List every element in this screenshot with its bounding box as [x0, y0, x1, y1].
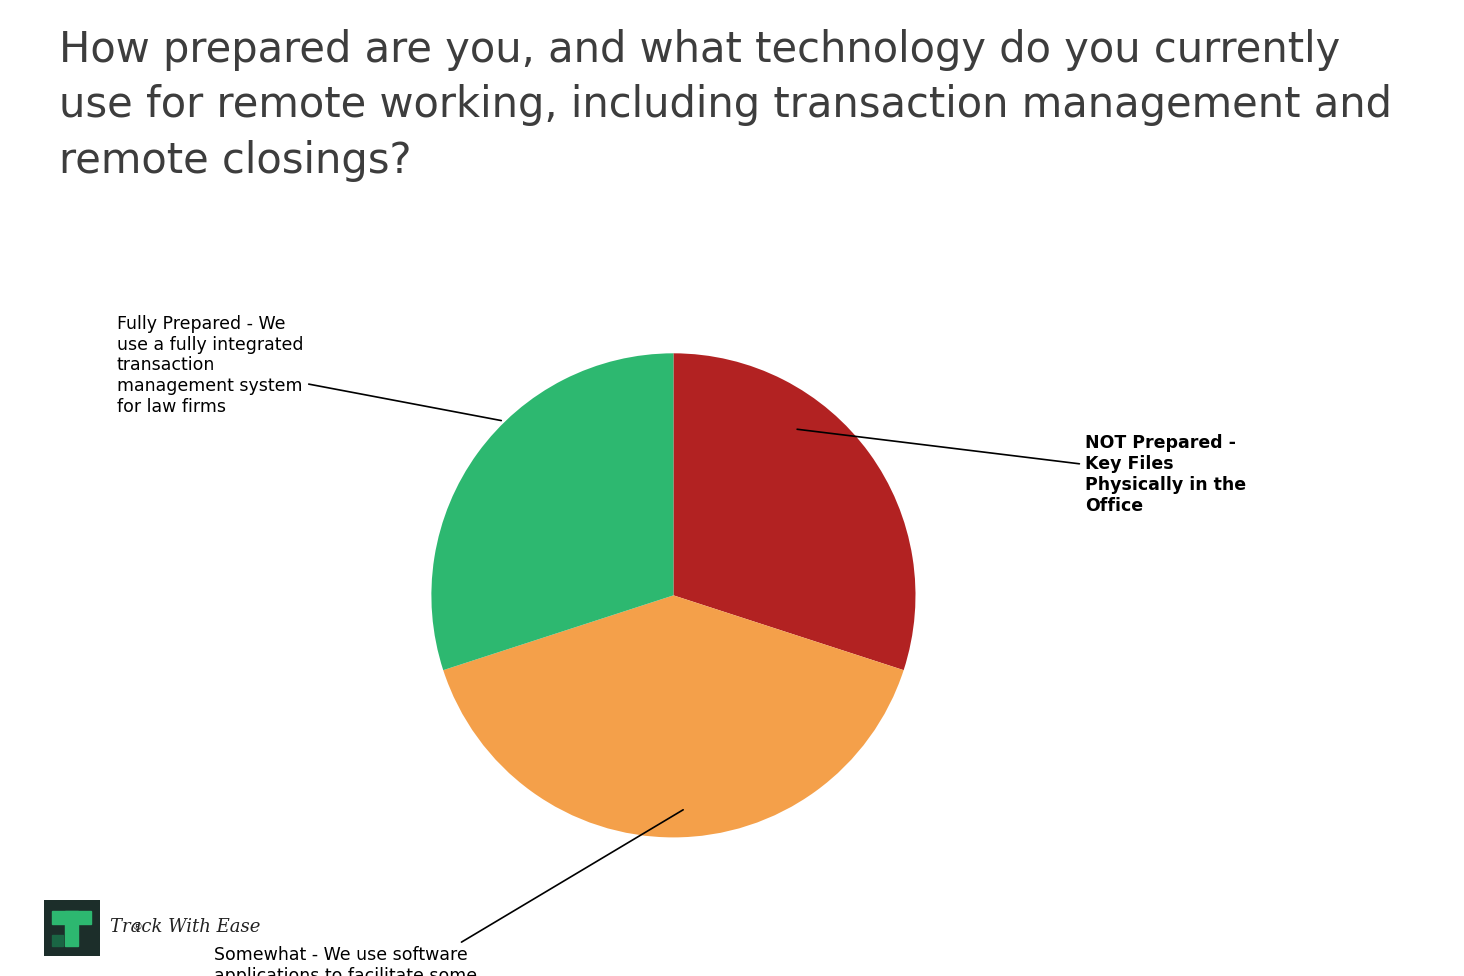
Bar: [53, 912, 91, 923]
Wedge shape: [673, 353, 915, 671]
Text: Track With Ease: Track With Ease: [110, 918, 261, 936]
Wedge shape: [432, 353, 673, 671]
FancyBboxPatch shape: [40, 895, 104, 961]
Wedge shape: [444, 595, 903, 837]
Text: Fully Prepared - We
use a fully integrated
transaction
management system
for law: Fully Prepared - We use a fully integrat…: [117, 315, 501, 421]
Bar: [53, 935, 63, 947]
Text: How prepared are you, and what technology do you currently
use for remote workin: How prepared are you, and what technolog…: [59, 29, 1392, 182]
Text: Somewhat - We use software
applications to facilitate some
remote working, but t: Somewhat - We use software applications …: [214, 810, 684, 976]
Text: NOT Prepared -
Key Files
Physically in the
Office: NOT Prepared - Key Files Physically in t…: [796, 429, 1246, 514]
Text: ®: ®: [132, 922, 143, 932]
Bar: [64, 912, 79, 947]
